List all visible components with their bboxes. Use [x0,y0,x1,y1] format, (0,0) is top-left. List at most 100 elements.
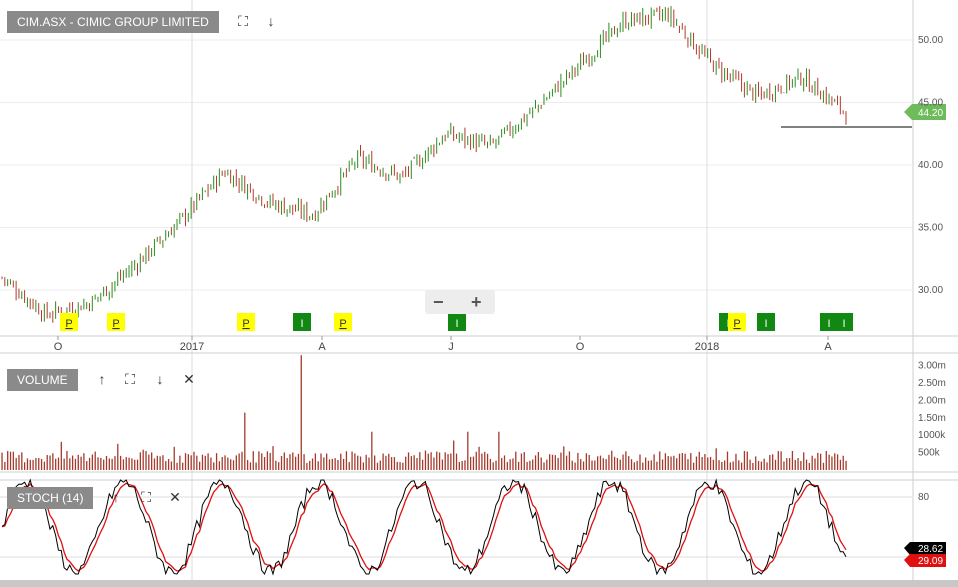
expand-icon[interactable]: ⛶ [238,13,248,29]
volume-bar [458,461,460,470]
volume-bar [430,452,432,470]
event-marker-label: P [339,318,346,330]
volume-bar [540,457,542,470]
volume-bar [15,457,17,470]
close-icon[interactable]: ✕ [183,371,195,387]
event-marker[interactable]: I [820,313,838,331]
volume-bar [374,455,376,470]
event-marker-box [237,313,255,331]
volume-bar [235,455,237,470]
volume-bar [224,455,226,470]
volume-bar [602,458,604,470]
volume-bar [659,451,661,470]
arrow-down-icon[interactable]: ↓ [156,371,164,387]
volume-bar [286,458,288,470]
volume-bar [486,453,489,470]
volume-bar [718,460,720,470]
volume-bar [746,451,748,470]
expand-icon[interactable]: ⛶ [141,489,151,505]
event-marker[interactable]: P [237,313,255,331]
event-marker-box [757,313,775,331]
volume-bar [616,458,619,470]
close-icon[interactable]: ✕ [169,489,181,505]
event-marker[interactable]: I [448,313,466,331]
event-marker[interactable]: I [835,313,853,331]
volume-bar [173,446,175,470]
time-tick-label: 2018 [695,341,719,353]
volume-bar [509,459,511,470]
volume-bar [424,450,427,470]
volume-bar [309,460,311,470]
volume-bar [436,451,438,470]
volume-bar [788,458,791,470]
volume-bar [153,458,156,470]
volume-bar [405,456,407,470]
event-marker[interactable]: I [757,313,775,331]
volume-bar [568,451,571,470]
event-marker[interactable]: I [293,313,311,331]
event-marker[interactable]: P [334,313,352,331]
volume-bar [453,440,455,470]
volume-bar [74,458,77,470]
volume-bar [326,453,328,470]
volume-bar [704,454,706,470]
event-marker[interactable]: P [60,313,78,331]
volume-bar [786,458,788,470]
volume-bar [390,457,393,470]
arrow-up-icon[interactable]: ↑ [98,371,106,387]
price-tick-label: 30.00 [918,285,943,296]
volume-bar [52,453,54,470]
expand-icon[interactable]: ⛶ [125,371,135,387]
volume-bar [845,460,847,470]
main-pane-title[interactable]: CIM.ASX - CIMIC GROUP LIMITED [7,11,219,33]
volume-bar [111,458,113,470]
volume-bar [644,457,647,470]
volume-bar [520,453,523,470]
volume-bar [650,460,652,470]
volume-bar [402,462,404,470]
event-marker-box [820,313,838,331]
volume-bar [724,460,726,470]
stoch-axis: 80 [918,492,930,503]
volume-bar [213,462,215,470]
volume-bar [633,462,635,470]
volume-bar [278,462,280,470]
event-marker[interactable]: P [107,313,125,331]
volume-bar [317,461,319,470]
volume-bar [345,451,348,470]
stoch-pane-title[interactable]: STOCH (14) [7,487,94,509]
volume-bar [769,454,771,470]
volume-bar [481,453,483,470]
zoom-out-icon[interactable]: − [433,292,444,312]
volume-bar [221,457,223,470]
zoom-control[interactable]: − + [425,290,495,314]
volume-bar [582,461,585,470]
volume-bar [515,451,517,470]
volume-bar [365,454,367,470]
volume-bar [783,461,785,470]
volume-bar [585,453,588,470]
volume-bar [721,461,723,470]
volume-bar [492,462,494,470]
stoch-k-line [1,478,847,576]
volume-bar [23,462,26,470]
volume-bar [190,455,192,470]
zoom-in-icon[interactable]: + [471,292,482,312]
volume-bar [117,443,119,470]
volume-bar [469,456,472,470]
volume-bar [532,459,534,470]
volume-tick-label: 3.00m [918,361,946,372]
event-marker-label: I [300,318,303,330]
volume-pane-title[interactable]: VOLUME [7,369,78,391]
volume-bar [791,451,794,470]
arrow-down-icon[interactable]: ↓ [267,13,275,29]
volume-bar [292,452,294,470]
volume-bar [805,459,808,470]
volume-bar [647,460,650,470]
volume-bar [546,459,548,470]
arrow-up-icon[interactable]: ↑ [112,489,120,505]
event-marker[interactable]: P [728,313,746,331]
volume-axis: 3.00m 2.50m 2.00m 1.50m 1000k 500k [918,361,946,459]
volume-bar [529,460,531,470]
